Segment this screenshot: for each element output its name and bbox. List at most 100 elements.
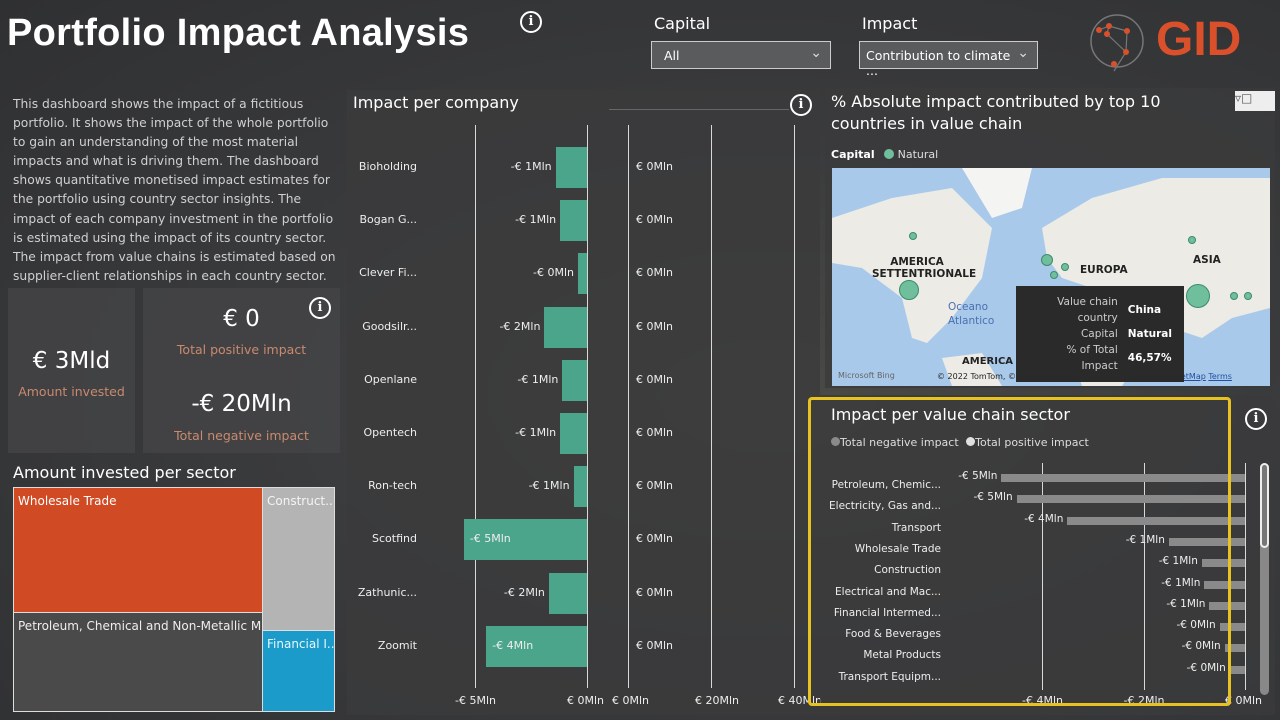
dashboard-description: This dashboard shows the impact of a fic… — [13, 97, 336, 283]
legend-item[interactable]: Total positive impact — [975, 436, 1089, 449]
data-label: -€ 1Mln — [528, 479, 570, 493]
scrollbar-thumb[interactable] — [1260, 463, 1269, 548]
data-label: € 0Mln — [636, 479, 674, 493]
region-label: AMERICA SETTENTRIONALE — [872, 256, 977, 280]
region-label: EUROPA — [1080, 264, 1128, 276]
map-title: % Absolute impact contributed by top 10 … — [831, 92, 1161, 133]
category-label: Bogan G... — [359, 213, 417, 227]
bar — [1224, 644, 1245, 653]
data-label: € 0Mln — [636, 213, 674, 227]
category-label: Zoomit — [377, 638, 417, 652]
data-label: € 0Mln — [636, 585, 674, 599]
bar — [1201, 559, 1245, 568]
treemap-tile-financial[interactable]: Financial I... — [262, 630, 335, 712]
impact-totals-card: € 0 Total positive impact -€ 20Mln Total… — [143, 288, 340, 453]
data-label: -€ 0Mln — [1186, 661, 1226, 674]
tooltip-value: China — [1127, 304, 1162, 316]
info-icon[interactable]: i — [520, 11, 542, 33]
bar — [1209, 601, 1245, 610]
bar — [1219, 623, 1245, 632]
terms-link[interactable]: Terms — [1208, 372, 1232, 381]
category-label: Openlane — [364, 372, 417, 386]
data-label: -€ 2Mln — [503, 585, 545, 599]
category-label: Food & Beverages — [845, 628, 941, 641]
info-icon[interactable]: i — [309, 297, 331, 319]
category-label: Clever Fi... — [359, 266, 417, 280]
bar — [1204, 580, 1245, 589]
x-tick-label: € 20Mln — [695, 694, 740, 707]
bar — [562, 359, 587, 401]
filter-icon[interactable]: ▿□ — [1235, 91, 1275, 111]
data-label: € 0Mln — [636, 532, 674, 546]
category-label: Metal Products — [863, 649, 941, 662]
map-bubble — [899, 280, 919, 300]
legend-item[interactable]: Total negative impact — [840, 436, 959, 449]
data-label: -€ 1Mln — [510, 160, 552, 173]
chart-legend: Total negative impact Total positive imp… — [831, 436, 1089, 449]
capital-filter-label: Capital — [654, 14, 711, 33]
tooltip-key: Capital — [1080, 328, 1118, 340]
map-bubble — [1041, 254, 1053, 266]
map-bubble — [1244, 292, 1252, 300]
impact-filter-label: Impact — [862, 14, 918, 33]
chart-title: Impact per company — [353, 93, 519, 112]
gid-logo: GID — [1084, 8, 1254, 74]
data-label: -€ 5Mln — [958, 470, 998, 482]
chevron-down-icon: ⌄ — [810, 45, 822, 61]
region-label: ASIA — [1193, 254, 1221, 266]
category-label: Bioholding — [358, 160, 417, 173]
category-label: Scotfind — [372, 532, 417, 546]
bar — [578, 253, 587, 295]
x-tick-label: € 0Mln — [1225, 694, 1263, 707]
info-icon[interactable]: i — [790, 94, 812, 116]
map-bubble — [1061, 263, 1069, 271]
gridline — [1042, 463, 1043, 690]
treemap-tile-construction[interactable]: Construct... — [262, 487, 335, 631]
treemap-tile-petroleum[interactable]: Petroleum, Chemical and Non-Metallic Min… — [13, 612, 263, 712]
capital-dropdown-value: All — [664, 48, 680, 63]
map-bubble — [909, 232, 917, 240]
chevron-down-icon: ⌄ — [1017, 45, 1029, 61]
data-label: -€ 0Mln — [1176, 619, 1216, 632]
negative-impact-value: -€ 20Mln — [191, 391, 292, 417]
category-label: Ron-tech — [368, 479, 417, 493]
impact-dropdown[interactable]: Contribution to climate ... ⌄ — [859, 41, 1038, 78]
category-label: Opentech — [363, 426, 417, 439]
gridline — [711, 125, 712, 688]
x-tick-label: € 0Mln — [612, 694, 650, 707]
gridline — [1143, 463, 1145, 690]
gridline — [475, 125, 476, 688]
data-label: -€ 1Mln — [515, 213, 557, 227]
data-label: -€ 1Mln — [1125, 533, 1165, 546]
bar — [548, 572, 587, 614]
legend-item: Natural — [897, 148, 939, 161]
treemap-tile-wholesale[interactable]: Wholesale Trade — [13, 487, 263, 613]
data-label: -€ 1Mln — [515, 426, 557, 439]
chart-title: Impact per value chain sector — [831, 405, 1070, 424]
map-bubble — [1050, 271, 1058, 279]
category-label: Electricity, Gas and... — [829, 500, 941, 513]
page-title: Portfolio Impact Analysis — [7, 12, 470, 54]
bar — [1168, 537, 1245, 546]
map-bubble — [1230, 292, 1238, 300]
bar — [486, 625, 587, 667]
data-label: € 0Mln — [636, 426, 674, 439]
bar — [544, 306, 587, 348]
category-label: Transport Equipm... — [838, 670, 941, 683]
data-label: € 0Mln — [636, 319, 674, 333]
info-icon[interactable]: i — [1245, 408, 1267, 430]
data-label: -€ 4Mln — [492, 638, 534, 652]
map-bubble — [1188, 236, 1196, 244]
bing-logo: Microsoft Bing — [838, 371, 895, 380]
capital-dropdown[interactable]: All ⌄ — [651, 41, 831, 69]
bar — [1229, 665, 1245, 674]
category-label: Zathunic... — [357, 585, 417, 599]
map-legend: Capital Natural — [831, 148, 938, 161]
world-map[interactable]: AMERICA SETTENTRIONALE EUROPA ASIA Ocean… — [832, 168, 1270, 386]
data-label: € 0Mln — [636, 372, 674, 386]
data-label: -€ 5Mln — [469, 532, 511, 546]
scrollbar[interactable] — [1260, 463, 1269, 695]
category-label: Construction — [874, 564, 941, 577]
value-chain-panel: Impact per value chain sector i Total ne… — [820, 395, 1275, 715]
impact-dropdown-value: Contribution to climate ... — [866, 48, 1011, 78]
